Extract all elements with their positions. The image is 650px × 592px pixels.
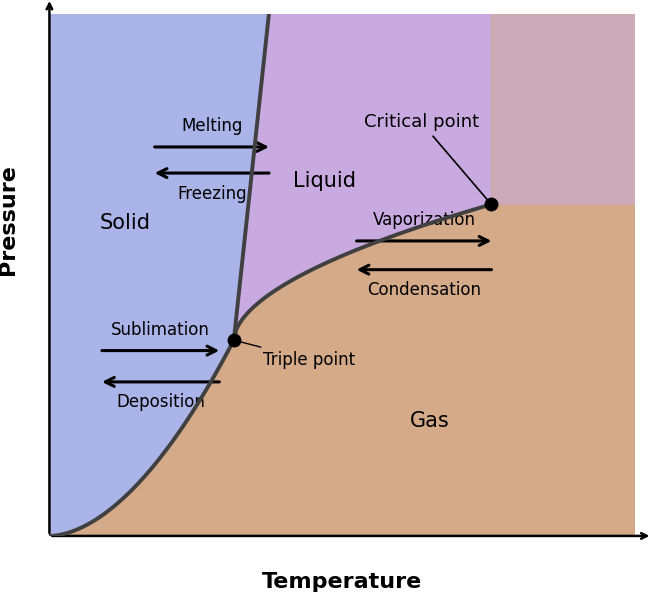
Polygon shape xyxy=(49,204,635,536)
Text: Vaporization: Vaporization xyxy=(372,211,476,230)
Text: Deposition: Deposition xyxy=(116,394,205,411)
Text: Solid: Solid xyxy=(100,213,151,233)
Text: Sublimation: Sublimation xyxy=(111,321,210,339)
Text: Liquid: Liquid xyxy=(293,171,356,191)
Text: Melting: Melting xyxy=(181,117,242,136)
Text: Condensation: Condensation xyxy=(367,281,481,299)
Text: Critical point: Critical point xyxy=(363,113,489,202)
Polygon shape xyxy=(234,14,635,340)
Text: Pressure: Pressure xyxy=(0,164,18,275)
Polygon shape xyxy=(49,14,269,536)
Text: Temperature: Temperature xyxy=(262,572,422,592)
Text: Freezing: Freezing xyxy=(177,185,246,202)
Text: Gas: Gas xyxy=(410,411,450,431)
Polygon shape xyxy=(491,14,635,204)
Text: Triple point: Triple point xyxy=(237,341,355,369)
